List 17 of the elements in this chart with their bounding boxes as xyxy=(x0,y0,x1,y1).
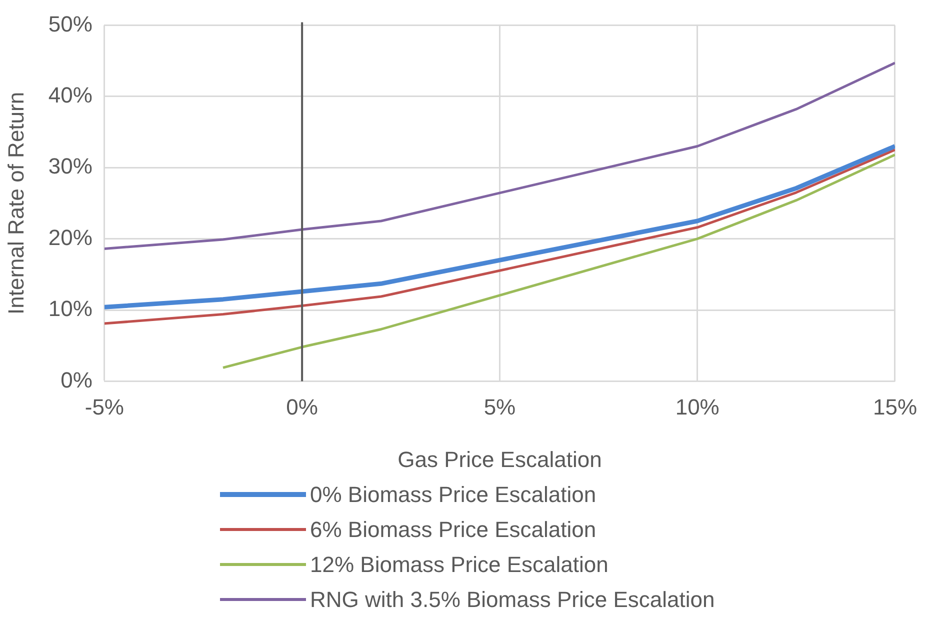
y-tick-label: 0% xyxy=(60,367,92,392)
legend-label: 6% Biomass Price Escalation xyxy=(310,516,596,542)
x-tick-label: 5% xyxy=(484,394,516,420)
y-tick-label: 10% xyxy=(48,296,92,322)
x-tick-label: 10% xyxy=(675,394,720,420)
legend-label: 0% Biomass Price Escalation xyxy=(310,482,596,508)
x-tick-label: 15% xyxy=(872,394,918,420)
y-tick-label: 30% xyxy=(48,154,92,179)
x-axis-title: Gas Price Escalation xyxy=(398,446,602,472)
y-axis-title: Internal Rate of Return xyxy=(3,92,28,314)
legend-label: 12% Biomass Price Escalation xyxy=(310,552,608,578)
x-tick-label: 0% xyxy=(286,394,318,420)
y-tick-label: 40% xyxy=(48,82,92,108)
legend-label: RNG with 3.5% Biomass Price Escalation xyxy=(310,586,715,612)
y-tick-label: 20% xyxy=(48,224,92,250)
x-tick-label: -5% xyxy=(84,394,124,420)
y-tick-label: 50% xyxy=(48,11,92,36)
